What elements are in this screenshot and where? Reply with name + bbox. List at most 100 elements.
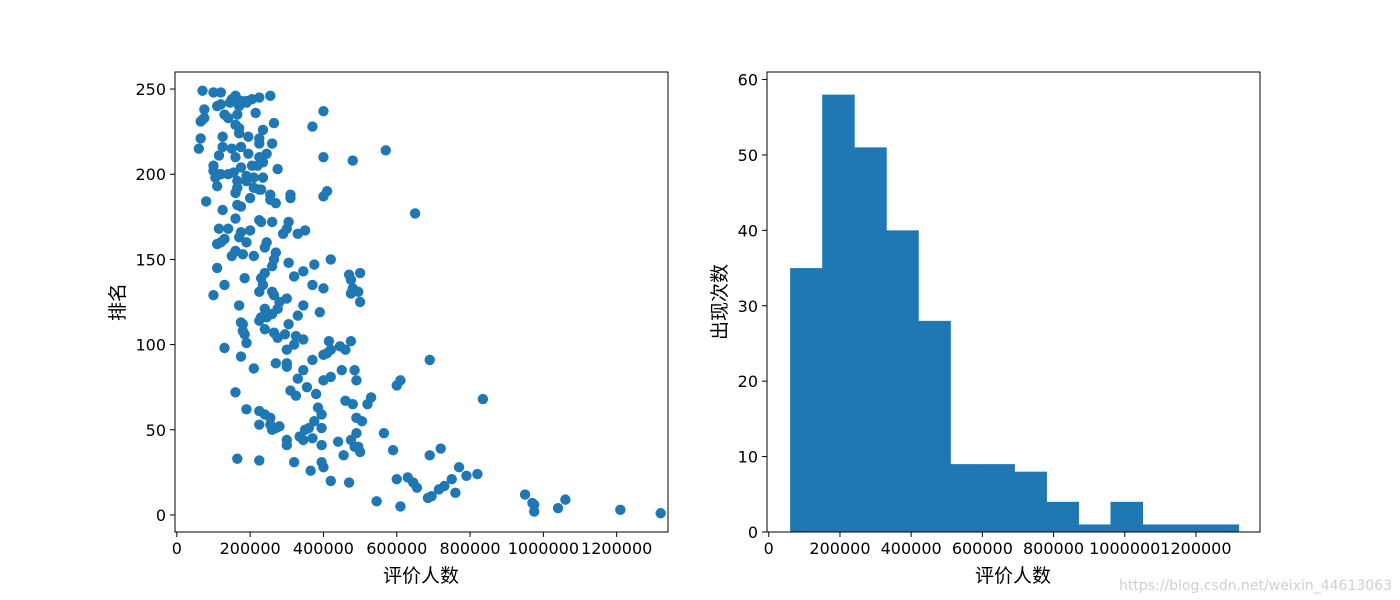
scatter-point: [265, 90, 276, 102]
scatter-point: [265, 194, 276, 205]
histogram-x-tick-label: 0: [764, 539, 774, 558]
scatter-point: [208, 289, 219, 301]
scatter-point: [378, 427, 390, 439]
histogram-bar: [886, 230, 919, 532]
scatter-point: [318, 283, 329, 294]
scatter-point: [321, 186, 333, 197]
scatter-point: [274, 421, 285, 432]
scatter-point: [243, 131, 254, 142]
histogram-x-tick-label: 1200000: [1160, 539, 1231, 558]
scatter-point: [210, 172, 221, 183]
histogram-y-tick-label: 40: [738, 221, 758, 240]
scatter-point: [261, 148, 272, 159]
scatter-x-tick-label: 400000: [293, 539, 354, 558]
scatter-point: [402, 472, 413, 483]
scatter-point: [283, 318, 294, 330]
scatter-point: [323, 335, 335, 347]
scatter-point: [248, 363, 260, 374]
scatter-x-tick-label: 0: [172, 539, 182, 558]
scatter-point: [243, 148, 254, 159]
scatter-point: [285, 192, 296, 204]
scatter-point: [307, 433, 318, 444]
scatter-point: [254, 133, 265, 144]
scatter-point: [233, 300, 245, 311]
scatter-point: [450, 487, 461, 499]
histogram-bar: [950, 464, 983, 532]
histogram-bar: [1046, 501, 1079, 532]
scatter-point: [199, 104, 210, 115]
scatter-point: [332, 436, 344, 447]
scatter-point: [230, 213, 241, 224]
scatter-point: [461, 470, 472, 481]
scatter-point: [208, 160, 219, 171]
scatter-x-tick-label: 200000: [220, 539, 281, 558]
scatter-point: [290, 330, 302, 342]
scatter-point: [239, 272, 250, 284]
scatter-point: [380, 145, 391, 156]
scatter-point: [351, 427, 362, 439]
scatter-point: [222, 223, 234, 234]
scatter-point: [254, 184, 265, 195]
histogram-bar: [1174, 524, 1208, 532]
scatter-point: [235, 162, 247, 173]
histogram-y-tick-label: 50: [738, 146, 758, 165]
scatter-point: [325, 254, 336, 265]
scatter-point: [395, 501, 406, 512]
scatter-point: [232, 199, 243, 211]
scatter-point: [316, 439, 327, 451]
scatter-point: [552, 502, 564, 514]
histogram-y-axis-label: 出现次数: [709, 264, 731, 340]
histogram-bar: [1078, 524, 1111, 532]
scatter-point: [338, 450, 349, 461]
scatter-point: [426, 491, 437, 502]
scatter-point: [219, 109, 230, 120]
scatter-point: [217, 141, 228, 153]
scatter-point: [270, 358, 281, 369]
scatter-point: [283, 257, 294, 269]
scatter-y-tick-label: 150: [135, 250, 166, 269]
scatter-point: [336, 364, 347, 376]
scatter-point: [283, 216, 294, 228]
scatter-point: [228, 167, 239, 178]
scatter-point: [232, 453, 243, 464]
scatter-point: [197, 85, 208, 96]
scatter-point: [354, 267, 366, 279]
scatter-point: [349, 364, 360, 376]
scatter-point: [268, 327, 280, 338]
scatter-point: [409, 208, 421, 219]
scatter-point: [230, 387, 241, 398]
scatter-point: [424, 450, 435, 461]
scatter-point: [316, 422, 327, 434]
scatter-point: [307, 354, 318, 366]
histogram-y-tick-label: 10: [738, 448, 758, 467]
scatter-point: [347, 155, 358, 166]
scatter-point: [232, 175, 243, 187]
scatter-point: [272, 163, 283, 175]
scatter-point: [527, 497, 538, 509]
scatter-point: [259, 324, 271, 335]
histogram-x-tick-label: 600000: [952, 539, 1013, 558]
scatter-point: [288, 456, 300, 468]
scatter-x-axis-label: 评价人数: [383, 565, 459, 587]
scatter-point: [351, 375, 362, 386]
scatter-point: [211, 262, 223, 274]
scatter-y-tick-label: 50: [146, 421, 166, 440]
scatter-point: [241, 404, 252, 415]
histogram-x-tick-label: 1000000: [1089, 539, 1160, 558]
scatter-point: [268, 254, 280, 265]
scatter-point: [226, 143, 238, 154]
scatter-point: [266, 138, 278, 149]
histogram-bar: [790, 268, 823, 532]
scatter-point: [254, 455, 265, 466]
scatter-x-tick-label: 800000: [440, 539, 501, 558]
scatter-plot: 0 200000 400000 600000 800000 1000000 1200000 …: [107, 71, 669, 587]
scatter-point: [266, 286, 278, 297]
scatter-point: [254, 286, 265, 297]
scatter-point: [294, 431, 305, 442]
scatter-point: [235, 141, 247, 153]
scatter-y-tick-label: 100: [135, 336, 166, 355]
scatter-point: [292, 373, 303, 384]
scatter-y-tick-label: 250: [135, 80, 166, 99]
scatter-point: [310, 388, 322, 400]
